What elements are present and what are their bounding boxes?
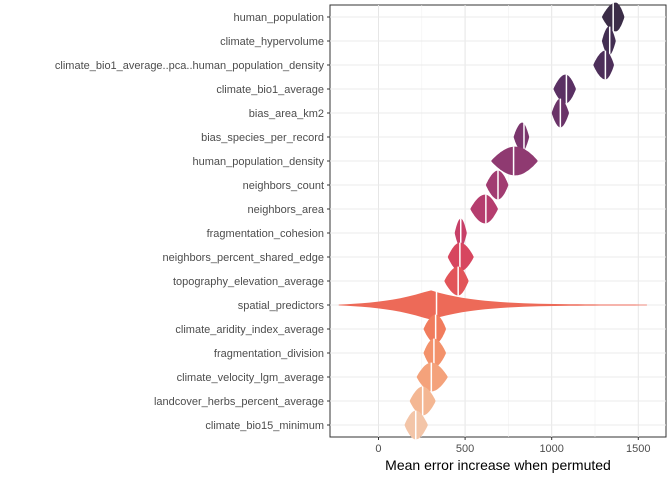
violin	[444, 266, 469, 296]
x-axis-title: Mean error increase when permuted	[385, 457, 611, 473]
plot-panel	[329, 4, 667, 438]
y-tick-label: climate_velocity_lgm_average	[177, 372, 324, 384]
y-axis-labels: human_population climate_hypervolumeclima…	[55, 12, 330, 432]
x-tick-label: 1500	[626, 443, 650, 455]
violin-shape	[338, 290, 647, 320]
x-tick-label: 1000	[539, 443, 563, 455]
violin	[551, 98, 569, 128]
violin	[513, 122, 530, 152]
violin	[601, 2, 625, 32]
violin-shape	[491, 146, 538, 176]
x-axis-ticks: 0 500 1000 1500	[375, 437, 651, 455]
violin-shape	[553, 74, 576, 104]
violin-shape	[470, 194, 498, 224]
y-tick-label: climate_hypervolume	[220, 36, 324, 48]
y-tick-label: bias_area_km2	[249, 108, 324, 120]
violin-shape	[593, 50, 614, 80]
violin	[423, 314, 446, 344]
y-tick-label: human_population_density	[193, 156, 325, 168]
violin	[338, 290, 647, 320]
violin-shape	[601, 26, 616, 56]
y-tick-label: landcover_herbs_percent_average	[154, 396, 324, 408]
y-tick-label: climate_aridity_index_average	[175, 324, 324, 336]
violins	[338, 2, 647, 440]
violin	[454, 218, 467, 248]
y-tick-label: climate_bio1_average	[216, 84, 324, 96]
violin	[553, 74, 576, 104]
violin-shape	[447, 242, 474, 272]
y-tick-label: fragmentation_division	[214, 348, 324, 360]
violin	[491, 146, 538, 176]
y-tick-label: human_population	[233, 12, 324, 24]
violin-shape	[416, 362, 448, 392]
violin-shape	[513, 122, 530, 152]
violin	[447, 242, 474, 272]
x-tick-label: 0	[375, 443, 381, 455]
y-tick-label: fragmentation_cohesion	[207, 228, 324, 240]
y-tick-label: climate_bio15_minimum	[205, 420, 324, 432]
y-tick-label: topography_elevation_average	[173, 276, 324, 288]
violin	[409, 386, 436, 416]
y-tick-label: neighbors_count	[243, 180, 324, 192]
violin	[470, 194, 498, 224]
violin	[601, 26, 616, 56]
violin-shape	[423, 314, 446, 344]
y-tick-label: spatial_predictors	[238, 300, 325, 312]
violin	[416, 362, 448, 392]
violin-shape	[444, 266, 469, 296]
violin-shape	[485, 170, 509, 200]
violin	[593, 50, 614, 80]
y-tick-label: neighbors_percent_shared_edge	[163, 252, 324, 264]
y-tick-label: neighbors_area	[248, 204, 325, 216]
y-tick-label: bias_species_per_record	[201, 132, 324, 144]
violin	[485, 170, 509, 200]
y-tick-label: climate_bio1_average..pca..human_populat…	[55, 60, 325, 72]
violin	[423, 338, 446, 368]
x-tick-label: 500	[456, 443, 474, 455]
violin	[404, 410, 428, 440]
violin-shape	[423, 338, 446, 368]
